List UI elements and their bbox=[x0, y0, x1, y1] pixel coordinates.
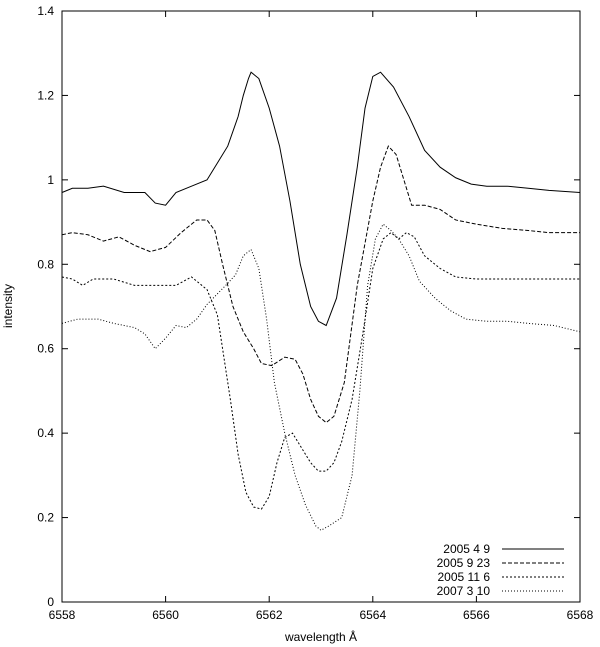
series-line-4 bbox=[61, 223, 581, 531]
x-tick-label: 6560 bbox=[152, 608, 179, 622]
y-tick-label: 0.4 bbox=[37, 426, 54, 440]
legend-label: 2005 11 6 bbox=[438, 570, 491, 584]
y-tick-label: 1.4 bbox=[37, 4, 54, 18]
y-tick-label: 0.6 bbox=[37, 342, 54, 356]
x-axis-ticks: 6558 6560 6562 6564 6566 6568 bbox=[49, 11, 594, 622]
series-line-2 bbox=[61, 145, 580, 424]
legend-label: 2005 4 9 bbox=[443, 542, 490, 556]
y-tick-label: 0.8 bbox=[37, 257, 54, 271]
x-tick-label: 6564 bbox=[359, 608, 386, 622]
y-axis-label: intensity bbox=[1, 284, 15, 328]
x-tick-label: 6566 bbox=[463, 608, 490, 622]
y-tick-label: 1.2 bbox=[37, 88, 54, 102]
series-layer bbox=[61, 71, 581, 531]
series-line-1 bbox=[61, 71, 581, 327]
y-tick-label: 0.2 bbox=[37, 511, 54, 525]
x-tick-label: 6558 bbox=[49, 608, 76, 622]
y-axis-ticks: 0 0.2 0.4 0.6 0.8 1 1.2 1.4 bbox=[37, 4, 580, 609]
series-line-3 bbox=[61, 231, 580, 510]
legend-label: 2007 3 10 bbox=[437, 584, 491, 598]
y-tick-label: 1 bbox=[47, 173, 54, 187]
x-tick-label: 6568 bbox=[567, 608, 594, 622]
x-tick-label: 6562 bbox=[256, 608, 283, 622]
legend-label: 2005 9 23 bbox=[437, 556, 491, 570]
plot-frame bbox=[61, 10, 581, 603]
y-tick-label: 0 bbox=[47, 595, 54, 609]
x-axis-label: wavelength Å bbox=[284, 629, 357, 644]
